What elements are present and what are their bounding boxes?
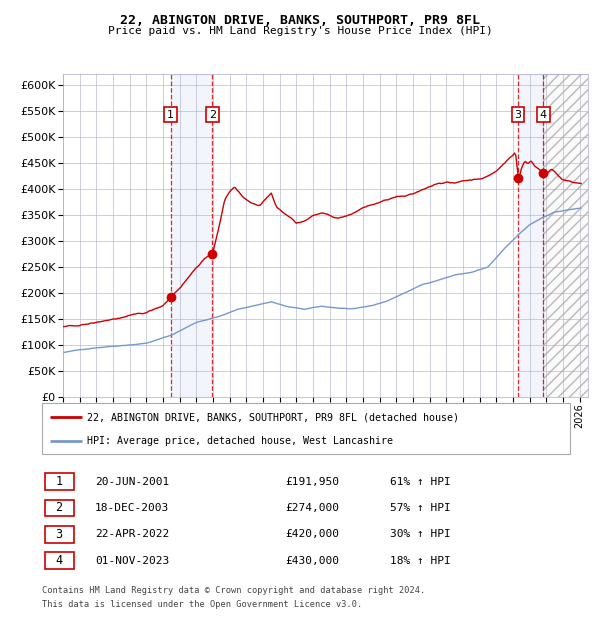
Text: Contains HM Land Registry data © Crown copyright and database right 2024.: Contains HM Land Registry data © Crown c…: [42, 586, 425, 595]
Bar: [44, 552, 74, 569]
Text: 4: 4: [540, 110, 547, 120]
Bar: [44, 500, 74, 516]
Text: 4: 4: [56, 554, 63, 567]
Text: 61% ↑ HPI: 61% ↑ HPI: [391, 477, 451, 487]
Text: 1: 1: [167, 110, 174, 120]
Text: 18% ↑ HPI: 18% ↑ HPI: [391, 556, 451, 565]
Text: 18-DEC-2003: 18-DEC-2003: [95, 503, 169, 513]
Text: HPI: Average price, detached house, West Lancashire: HPI: Average price, detached house, West…: [87, 436, 393, 446]
Text: £420,000: £420,000: [285, 529, 339, 539]
Text: £430,000: £430,000: [285, 556, 339, 565]
Text: 30% ↑ HPI: 30% ↑ HPI: [391, 529, 451, 539]
Bar: [544, 74, 588, 397]
Text: 3: 3: [515, 110, 521, 120]
Bar: [544, 74, 588, 397]
Text: Price paid vs. HM Land Registry's House Price Index (HPI): Price paid vs. HM Land Registry's House …: [107, 26, 493, 36]
Text: 57% ↑ HPI: 57% ↑ HPI: [391, 503, 451, 513]
Bar: [44, 526, 74, 542]
Text: 22, ABINGTON DRIVE, BANKS, SOUTHPORT, PR9 8FL (detached house): 22, ABINGTON DRIVE, BANKS, SOUTHPORT, PR…: [87, 412, 459, 422]
Text: 22, ABINGTON DRIVE, BANKS, SOUTHPORT, PR9 8FL: 22, ABINGTON DRIVE, BANKS, SOUTHPORT, PR…: [120, 14, 480, 27]
Bar: [44, 473, 74, 490]
Text: This data is licensed under the Open Government Licence v3.0.: This data is licensed under the Open Gov…: [42, 600, 362, 609]
Bar: [518, 74, 544, 397]
Text: 22-APR-2022: 22-APR-2022: [95, 529, 169, 539]
Text: £274,000: £274,000: [285, 503, 339, 513]
Text: 3: 3: [56, 528, 63, 541]
Text: £191,950: £191,950: [285, 477, 339, 487]
Text: 2: 2: [56, 502, 63, 515]
Text: 1: 1: [56, 475, 63, 488]
Text: 20-JUN-2001: 20-JUN-2001: [95, 477, 169, 487]
Text: 2: 2: [209, 110, 216, 120]
Bar: [170, 74, 212, 397]
Text: 01-NOV-2023: 01-NOV-2023: [95, 556, 169, 565]
